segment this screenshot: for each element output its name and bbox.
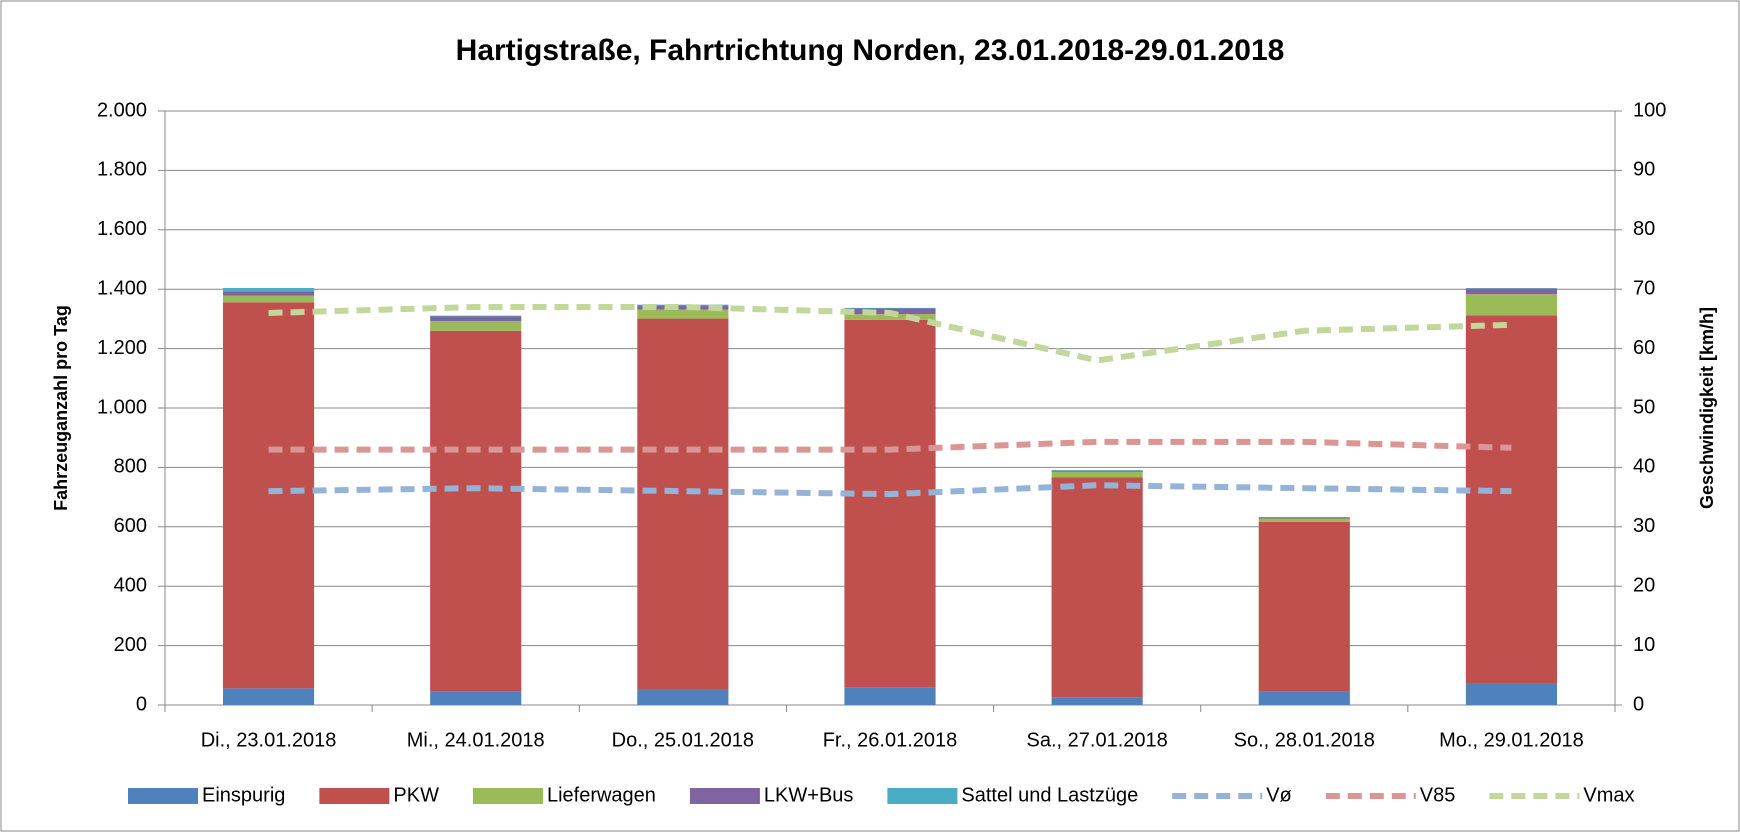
legend-swatch — [319, 788, 390, 804]
y2-tick-label: 80 — [1633, 218, 1655, 240]
y2-tick-label: 20 — [1633, 574, 1655, 596]
y2-tick-label: 70 — [1633, 277, 1655, 299]
legend-label: Einspurig — [202, 784, 285, 806]
legend-swatch — [128, 788, 198, 804]
y2-tick-label: 90 — [1633, 159, 1655, 181]
bar-segment — [637, 309, 729, 319]
y2-tick-label: 0 — [1633, 693, 1644, 715]
legend-label: PKW — [393, 784, 439, 806]
y-tick-label: 0 — [136, 693, 147, 715]
line-series — [268, 482, 1512, 498]
x-tick-label: Mo., 29.01.2018 — [1439, 729, 1584, 751]
bar-segment — [223, 291, 315, 296]
bar-segment — [1465, 683, 1557, 705]
bar-segment — [223, 302, 315, 689]
bar-segment — [1258, 521, 1350, 692]
y-tick-label: 600 — [114, 515, 147, 537]
bar-segment — [1051, 470, 1143, 471]
legend-label: Vø — [1266, 784, 1292, 806]
y-axis-title: Fahrzeuganzahl pro Tag — [51, 305, 71, 511]
y2-axis-title: Geschwindigkeit [km/h] — [1697, 307, 1717, 509]
y-tick-label: 1.800 — [97, 159, 147, 181]
y-tick-label: 1.600 — [97, 218, 147, 240]
bar-segment — [1051, 477, 1143, 698]
x-tick-label: Sa., 27.01.2018 — [1027, 729, 1168, 751]
legend-label: V85 — [1420, 784, 1456, 806]
bar-segment — [1465, 288, 1557, 289]
bar-segment — [223, 295, 315, 303]
bar-segment — [1051, 471, 1143, 478]
x-tick-label: So., 28.01.2018 — [1234, 729, 1375, 751]
y-tick-label: 2.000 — [97, 99, 147, 121]
bar-segment — [223, 688, 315, 705]
bar-segment — [430, 330, 522, 692]
bar-segment — [1258, 518, 1350, 522]
bar-segment — [1051, 470, 1143, 472]
y2-tick-label: 40 — [1633, 456, 1655, 478]
bar-segment — [637, 318, 729, 690]
bar-segment — [430, 691, 522, 705]
legend-swatch — [472, 788, 543, 804]
x-tick-label: Do., 25.01.2018 — [612, 729, 754, 751]
bar-segment — [223, 288, 315, 292]
bar-segment — [637, 305, 729, 310]
legend-label: LKW+Bus — [764, 784, 853, 806]
y-tick-label: 1.200 — [97, 337, 147, 359]
bar-segment — [637, 689, 729, 705]
y-tick-label: 800 — [114, 456, 147, 478]
bar-segment — [430, 320, 522, 331]
y2-tick-label: 100 — [1633, 99, 1666, 121]
bar-segment — [1465, 315, 1557, 684]
y2-tick-label: 10 — [1633, 634, 1655, 656]
legend-label: Sattel und Lastzüge — [961, 784, 1138, 806]
bar-segment — [1258, 691, 1350, 705]
y-tick-label: 1.400 — [97, 277, 147, 299]
line-series — [268, 438, 1512, 453]
legend-label: Vmax — [1583, 784, 1634, 806]
bar-segment — [430, 315, 522, 317]
bar-segment — [430, 316, 522, 321]
bar-segment — [637, 304, 729, 306]
y-tick-label: 200 — [114, 634, 147, 656]
x-tick-label: Mi., 24.01.2018 — [407, 729, 545, 751]
chart-title: Hartigstraße, Fahrtrichtung Norden, 23.0… — [456, 34, 1285, 67]
bar-segment — [844, 687, 936, 705]
y2-tick-label: 60 — [1633, 337, 1655, 359]
y-tick-label: 400 — [114, 574, 147, 596]
line-series — [268, 304, 1512, 364]
legend-label: Lieferwagen — [547, 784, 656, 806]
x-tick-label: Di., 23.01.2018 — [201, 729, 337, 751]
bar-segment — [1465, 294, 1557, 316]
x-tick-label: Fr., 26.01.2018 — [823, 729, 958, 751]
bar-segment — [1465, 288, 1557, 295]
bar-segment — [1051, 697, 1143, 705]
bar-segment — [844, 314, 936, 320]
bar-segment — [844, 319, 936, 688]
legend-swatch — [689, 788, 760, 804]
legend-swatch — [887, 788, 958, 804]
bar-segment — [844, 307, 936, 309]
y2-tick-label: 30 — [1633, 515, 1655, 537]
y2-tick-label: 50 — [1633, 396, 1655, 418]
y-tick-label: 1.000 — [97, 396, 147, 418]
bar-segment — [1258, 517, 1350, 519]
